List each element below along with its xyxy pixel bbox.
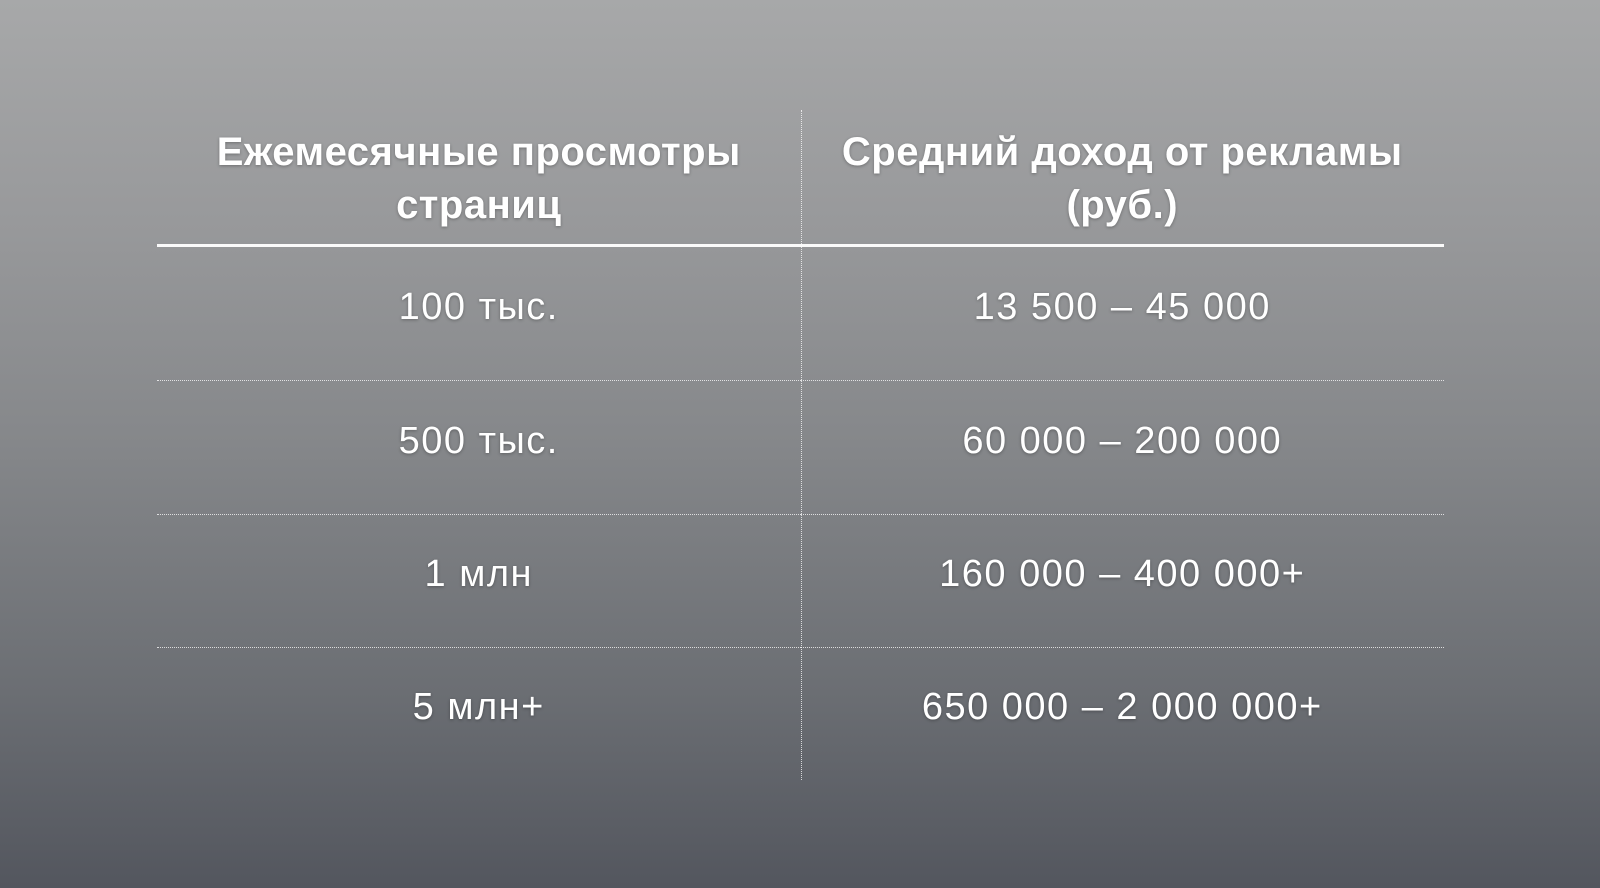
table-cell-revenue-row4: 650 000 – 2 000 000+: [800, 646, 1444, 780]
ad-revenue-table: Ежемесячные просмотры страниц Средний до…: [157, 110, 1444, 780]
table-cell-views-row3: 1 млн: [157, 513, 801, 647]
table-cell-revenue-row2: 60 000 – 200 000: [800, 380, 1444, 513]
column-header-monthly-pageviews: Ежемесячные просмотры страниц: [157, 110, 801, 247]
table-cell-revenue-row3: 160 000 – 400 000+: [800, 513, 1444, 647]
table-cell-views-row1: 100 тыс.: [398, 286, 559, 329]
column-header-avg-ad-revenue: Средний доход от рекламы (руб.): [800, 110, 1444, 247]
table-cell-revenue-row1: 13 500 – 45 000: [973, 286, 1271, 329]
table-cell-views-row4: 5 млн+: [157, 646, 801, 780]
table-cell-views-row2: 500 тыс.: [157, 380, 801, 513]
